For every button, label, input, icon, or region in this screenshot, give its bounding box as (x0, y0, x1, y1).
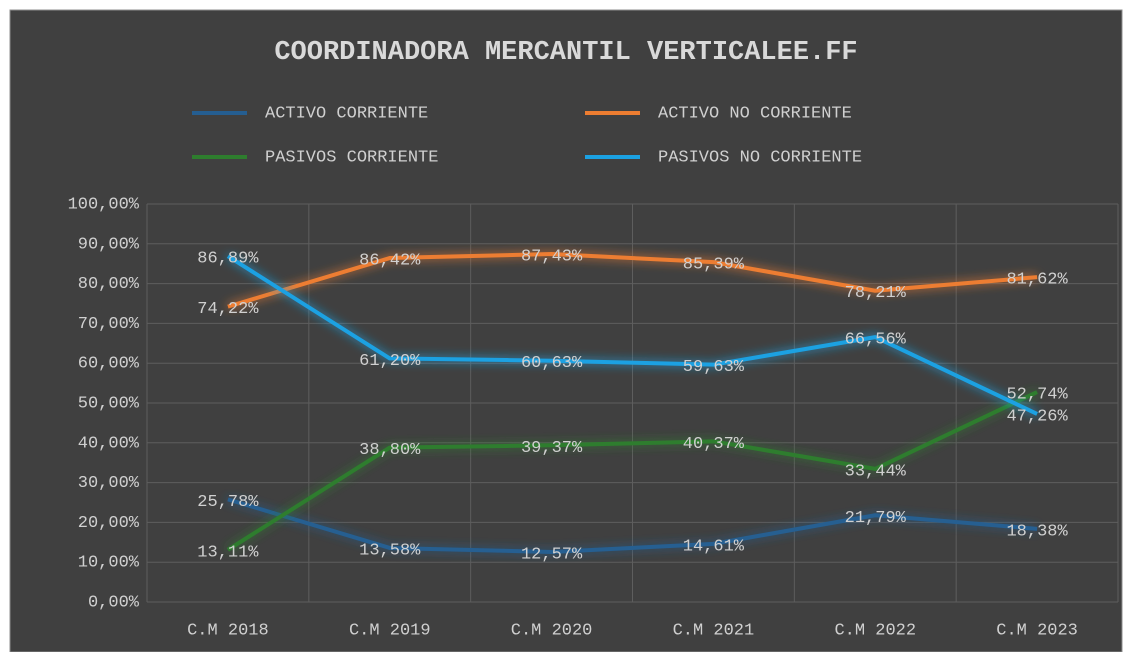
data-label: 86,42% (359, 252, 421, 271)
series-line (226, 390, 1038, 552)
data-label: 13,58% (359, 541, 421, 560)
y-tick-label: 80,00% (78, 275, 140, 294)
data-label: 52,74% (1006, 386, 1068, 405)
data-label: 39,37% (521, 439, 583, 458)
data-label: 85,39% (683, 256, 745, 275)
background (9, 9, 1123, 652)
x-tick-label: C.M 2019 (349, 621, 431, 640)
y-tick-label: 100,00% (68, 195, 140, 214)
data-label: 14,61% (683, 537, 745, 556)
y-tick-label: 20,00% (78, 514, 140, 533)
data-label: 66,56% (845, 331, 907, 350)
series-line (226, 254, 1038, 416)
data-label: 60,63% (521, 354, 583, 373)
data-label: 59,63% (683, 358, 745, 377)
data-label: 78,21% (845, 284, 907, 303)
data-label: 47,26% (1006, 407, 1068, 426)
data-label: 61,20% (359, 352, 421, 371)
x-tick-label: C.M 2022 (834, 621, 916, 640)
series-line (227, 497, 1038, 554)
data-label: 13,11% (197, 543, 259, 562)
legend-label: PASIVOS CORRIENTE (265, 148, 438, 167)
y-tick-label: 30,00% (78, 474, 140, 493)
x-tick-label: C.M 2020 (511, 621, 593, 640)
data-label: 38,80% (359, 441, 421, 460)
legend-label: ACTIVO CORRIENTE (265, 104, 428, 123)
data-label: 87,43% (521, 248, 583, 267)
y-tick-label: 60,00% (78, 355, 140, 374)
data-label: 81,62% (1006, 271, 1068, 290)
data-label: 25,78% (197, 493, 259, 512)
y-tick-label: 0,00% (88, 593, 140, 612)
chart-title: COORDINADORA MERCANTIL VERTICALEE.FF (274, 38, 857, 68)
data-label: 18,38% (1006, 522, 1068, 541)
x-tick-label: C.M 2021 (673, 621, 755, 640)
y-tick-label: 70,00% (78, 315, 140, 334)
data-label: 40,37% (683, 435, 745, 454)
y-tick-label: 40,00% (78, 434, 140, 453)
series-line (227, 252, 1038, 309)
data-label: 74,22% (197, 300, 259, 319)
legend-label: ACTIVO NO CORRIENTE (658, 104, 852, 123)
data-label: 33,44% (845, 462, 907, 481)
legend-label: PASIVOS NO CORRIENTE (658, 148, 862, 167)
x-tick-label: C.M 2023 (996, 621, 1078, 640)
data-label: 86,89% (197, 250, 259, 269)
data-label: 12,57% (521, 545, 583, 564)
y-tick-label: 50,00% (78, 394, 140, 413)
legend: ACTIVO CORRIENTE ACTIVO NO CORRIENTE PASIV… (192, 104, 862, 167)
data-label: 21,79% (845, 509, 907, 528)
x-tick-label: C.M 2018 (187, 621, 269, 640)
y-tick-label: 90,00% (78, 235, 140, 254)
y-tick-label: 10,00% (78, 554, 140, 573)
